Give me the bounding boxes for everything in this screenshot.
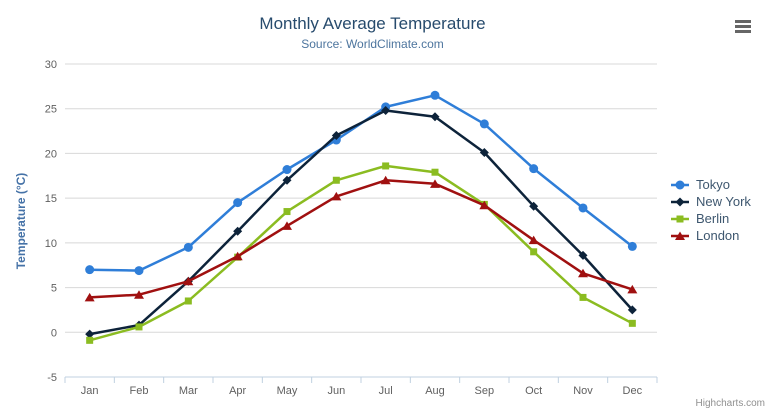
- point-tokyo-Nov[interactable]: [578, 203, 588, 213]
- series-line-new-york: [89, 109, 634, 336]
- point-tokyo-May[interactable]: [282, 165, 292, 175]
- point-berlin-Aug[interactable]: [431, 168, 439, 176]
- legend-diamond-icon: [671, 197, 689, 206]
- point-london-Sep[interactable]: [479, 200, 490, 210]
- point-london-Apr[interactable]: [232, 251, 243, 261]
- x-tick-label: Oct: [525, 385, 542, 397]
- point-tokyo-Sep[interactable]: [479, 119, 489, 129]
- point-tokyo-Jan[interactable]: [85, 265, 95, 275]
- point-london-Mar[interactable]: [183, 276, 194, 286]
- legend-label: Berlin: [696, 211, 730, 226]
- point-berlin-Feb[interactable]: [135, 323, 143, 331]
- x-tick-label: Aug: [425, 385, 445, 397]
- point-berlin-Oct[interactable]: [530, 248, 538, 256]
- y-tick-label: -5: [47, 372, 57, 384]
- point-new-york-May[interactable]: [282, 175, 292, 185]
- legend-item-london[interactable]: London: [671, 227, 751, 244]
- point-tokyo-Feb[interactable]: [134, 266, 144, 276]
- y-tick-label: 25: [45, 104, 57, 116]
- legend-item-berlin[interactable]: Berlin: [671, 210, 751, 227]
- point-tokyo-Apr[interactable]: [233, 198, 243, 208]
- point-berlin-Jul[interactable]: [382, 162, 390, 170]
- point-tokyo-Mar[interactable]: [183, 242, 193, 252]
- point-berlin-May[interactable]: [283, 208, 291, 216]
- legend: Tokyo New York Berlin London: [671, 176, 751, 244]
- legend-item-new-york[interactable]: New York: [671, 193, 751, 210]
- legend-label: Tokyo: [696, 177, 730, 192]
- hamburger-icon: [730, 20, 756, 33]
- point-new-york-Jan[interactable]: [85, 329, 95, 339]
- point-berlin-Nov[interactable]: [579, 293, 587, 301]
- point-new-york-Nov[interactable]: [578, 250, 588, 260]
- legend-item-tokyo[interactable]: Tokyo: [671, 176, 751, 193]
- export-menu-button[interactable]: [730, 14, 756, 38]
- point-berlin-Jun[interactable]: [332, 176, 340, 184]
- y-tick-label: 15: [45, 193, 57, 205]
- legend-label: New York: [696, 194, 751, 209]
- point-berlin-Jan[interactable]: [86, 336, 94, 344]
- point-new-york-Sep[interactable]: [479, 148, 489, 158]
- point-tokyo-Dec[interactable]: [627, 241, 637, 251]
- point-london-Jun[interactable]: [331, 191, 342, 201]
- point-london-Dec[interactable]: [627, 284, 638, 294]
- y-tick-label: 5: [51, 283, 57, 295]
- legend-circle-icon: [671, 180, 689, 189]
- legend-square-icon: [671, 215, 689, 222]
- y-axis-title: Temperature (°C): [14, 173, 28, 270]
- y-tick-label: 20: [45, 148, 57, 160]
- legend-triangle-icon: [671, 231, 689, 240]
- point-berlin-Mar[interactable]: [184, 297, 192, 305]
- point-new-york-Aug[interactable]: [430, 112, 440, 122]
- x-tick-label: Jun: [327, 385, 345, 397]
- x-tick-label: May: [277, 385, 298, 397]
- point-london-Nov[interactable]: [578, 268, 588, 278]
- point-new-york-Oct[interactable]: [529, 201, 539, 211]
- point-london-Oct[interactable]: [528, 235, 539, 245]
- x-tick-label: Mar: [179, 385, 198, 397]
- point-london-Jan[interactable]: [84, 292, 95, 302]
- series-line-london: [89, 179, 633, 299]
- point-london-Aug[interactable]: [430, 179, 440, 188]
- y-tick-label: 10: [45, 238, 57, 250]
- credits-link[interactable]: Highcharts.com: [695, 398, 765, 409]
- x-tick-label: Jul: [379, 385, 393, 397]
- point-new-york-Apr[interactable]: [233, 226, 243, 236]
- x-tick-label: Sep: [475, 385, 495, 397]
- legend-label: London: [696, 228, 740, 243]
- point-berlin-Dec[interactable]: [628, 319, 636, 327]
- y-tick-label: 0: [51, 327, 57, 339]
- point-london-Feb[interactable]: [134, 290, 144, 299]
- series-line-tokyo: [89, 94, 634, 272]
- point-tokyo-Oct[interactable]: [529, 164, 539, 174]
- x-tick-label: Jan: [81, 385, 99, 397]
- x-tick-label: Nov: [573, 385, 593, 397]
- point-london-Jul[interactable]: [380, 175, 391, 185]
- x-tick-label: Apr: [229, 385, 246, 397]
- x-tick-label: Feb: [130, 385, 149, 397]
- point-tokyo-Aug[interactable]: [430, 90, 440, 100]
- point-new-york-Dec[interactable]: [627, 305, 637, 315]
- point-london-May[interactable]: [282, 221, 292, 230]
- point-new-york-Jun[interactable]: [331, 131, 341, 141]
- y-tick-label: 30: [45, 59, 57, 71]
- x-tick-label: Dec: [623, 385, 643, 397]
- series-line-berlin: [89, 164, 633, 342]
- point-new-york-Jul[interactable]: [381, 106, 391, 116]
